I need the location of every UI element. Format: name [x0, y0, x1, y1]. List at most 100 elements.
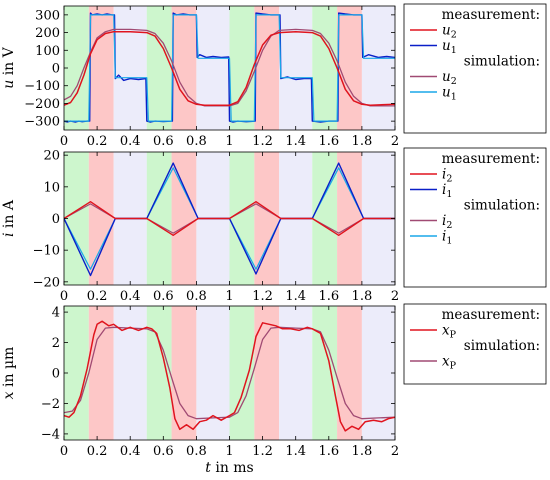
y-axis-label-variable: u: [1, 80, 17, 89]
phase-band: [312, 6, 338, 130]
x-tick-label: 1.6: [318, 289, 339, 304]
legend-symbol: i: [442, 213, 446, 229]
phase-band: [229, 6, 255, 130]
x-tick-label: 0: [60, 444, 68, 459]
phase-band: [337, 6, 362, 130]
y-axis-label-unit: in µm: [1, 347, 17, 392]
series-line-4: [64, 201, 395, 236]
x-tick-label: 0.2: [87, 444, 108, 459]
series-group: [64, 320, 395, 432]
x-tick-label: 1: [225, 444, 233, 459]
legend-symbol: x: [442, 354, 450, 370]
legend-entry: u1: [442, 85, 457, 103]
y-tick-label: 200: [35, 26, 60, 41]
x-axis-label: t in ms: [205, 460, 254, 476]
legend-entry: u2: [442, 69, 457, 87]
legend-box: [403, 3, 547, 134]
y-tick-label: −100: [24, 79, 60, 94]
x-tick-label: 2: [391, 134, 399, 149]
series-group: [64, 162, 395, 277]
y-tick-label: −300: [24, 115, 60, 130]
y-tick-label: 0: [52, 62, 60, 77]
phase-band: [279, 306, 313, 440]
x-tick-label: 1.6: [318, 444, 339, 459]
x-tick-label: 1.2: [252, 134, 273, 149]
y-tick-label: 4: [52, 306, 60, 321]
y-axis-label: x in µm: [1, 347, 17, 400]
series-group: [64, 12, 395, 123]
legend-entry: i2: [442, 167, 452, 185]
x-tick-label: 1.8: [352, 289, 373, 304]
legend-symbol: u: [442, 85, 451, 101]
x-tick-label: 0.2: [87, 134, 108, 149]
y-tick-label: −10: [33, 244, 60, 259]
phase-band: [113, 306, 147, 440]
y-tick-label: −4: [41, 427, 60, 442]
series-line-2: [64, 14, 395, 122]
legend-entry: u2: [442, 23, 457, 41]
x-tick-label: 1.4: [285, 289, 306, 304]
legend-symbol: x: [442, 323, 450, 339]
x-tick-label: 1.4: [285, 444, 306, 459]
x-tick-label: 1.6: [318, 134, 339, 149]
x-tick-label: 0.4: [120, 134, 141, 149]
legend-group-title: simulation:: [464, 338, 540, 354]
phase-band: [146, 306, 172, 440]
phase-band: [196, 306, 230, 440]
legend-entry: i2: [442, 213, 452, 231]
chart-panel-3: 0 0.2 0.4 0.6 0.8 1 1.2 1.4 1.6 1.8 2 −4 −2 0 2 4 x in µ…: [1, 306, 399, 476]
x-axis-label-variable: t: [205, 460, 211, 476]
x-tick-label: 1: [225, 134, 233, 149]
x-tick-label: 0.8: [186, 444, 207, 459]
legend-subscript: 1: [446, 189, 452, 200]
legend-symbol: u: [442, 38, 451, 54]
y-axis-label-variable: x: [1, 391, 17, 399]
legend-subscript: 2: [446, 174, 452, 185]
y-tick-label: −20: [33, 275, 60, 290]
legend-group-title: simulation:: [464, 198, 540, 214]
y-axis-label-unit: in V: [1, 46, 17, 79]
phase-band: [64, 6, 89, 130]
x-tick-label: 0.4: [120, 444, 141, 459]
legend-box: [403, 303, 547, 385]
series-line-1: [64, 326, 395, 420]
phase-band: [361, 6, 395, 130]
y-tick-label: 100: [35, 44, 60, 59]
series-line-2: [64, 320, 395, 432]
x-tick-label: 0.2: [87, 289, 108, 304]
chart-panel-2: 0 0.2 0.4 0.6 0.8 1 1.2 1.4 1.6 1.8 2 −20 −10 0 10 20 i …: [1, 149, 399, 304]
phase-band: [229, 306, 255, 440]
phase-band: [146, 152, 172, 285]
legend-group-title: measurement:: [442, 7, 540, 23]
legend-symbol: i: [442, 229, 446, 245]
legend-entry: i1: [442, 182, 452, 200]
x-tick-label: 0: [60, 134, 68, 149]
legend-group-title: measurement:: [442, 307, 540, 323]
legend-box: [403, 147, 547, 288]
legend-subscript: 2: [451, 30, 457, 41]
legend-symbol: i: [442, 182, 446, 198]
x-tick-label: 0.4: [120, 289, 141, 304]
x-tick-label: 1.8: [352, 444, 373, 459]
x-tick-label: 0.6: [153, 134, 174, 149]
legend-subscript: P: [450, 330, 457, 341]
y-tick-label: 10: [43, 180, 60, 195]
legend-symbol: u: [442, 23, 451, 39]
y-tick-label: −200: [24, 97, 60, 112]
y-tick-label: 0: [52, 367, 60, 382]
legend-group-title: simulation:: [464, 54, 540, 70]
legend-subscript: 2: [446, 220, 452, 231]
x-tick-label: 1.8: [352, 134, 373, 149]
y-tick-label: 300: [35, 8, 60, 23]
legend-symbol: i: [442, 167, 446, 183]
phase-band: [229, 152, 255, 285]
x-tick-label: 2: [391, 444, 399, 459]
chart-panel-1: 0 0.2 0.4 0.6 0.8 1 1.2 1.4 1.6 1.8 2 −300 −200 −100 0…: [1, 5, 399, 149]
series-line-4: [64, 30, 395, 106]
legend-subscript: 1: [446, 236, 452, 247]
x-tick-label: 1.2: [252, 444, 273, 459]
